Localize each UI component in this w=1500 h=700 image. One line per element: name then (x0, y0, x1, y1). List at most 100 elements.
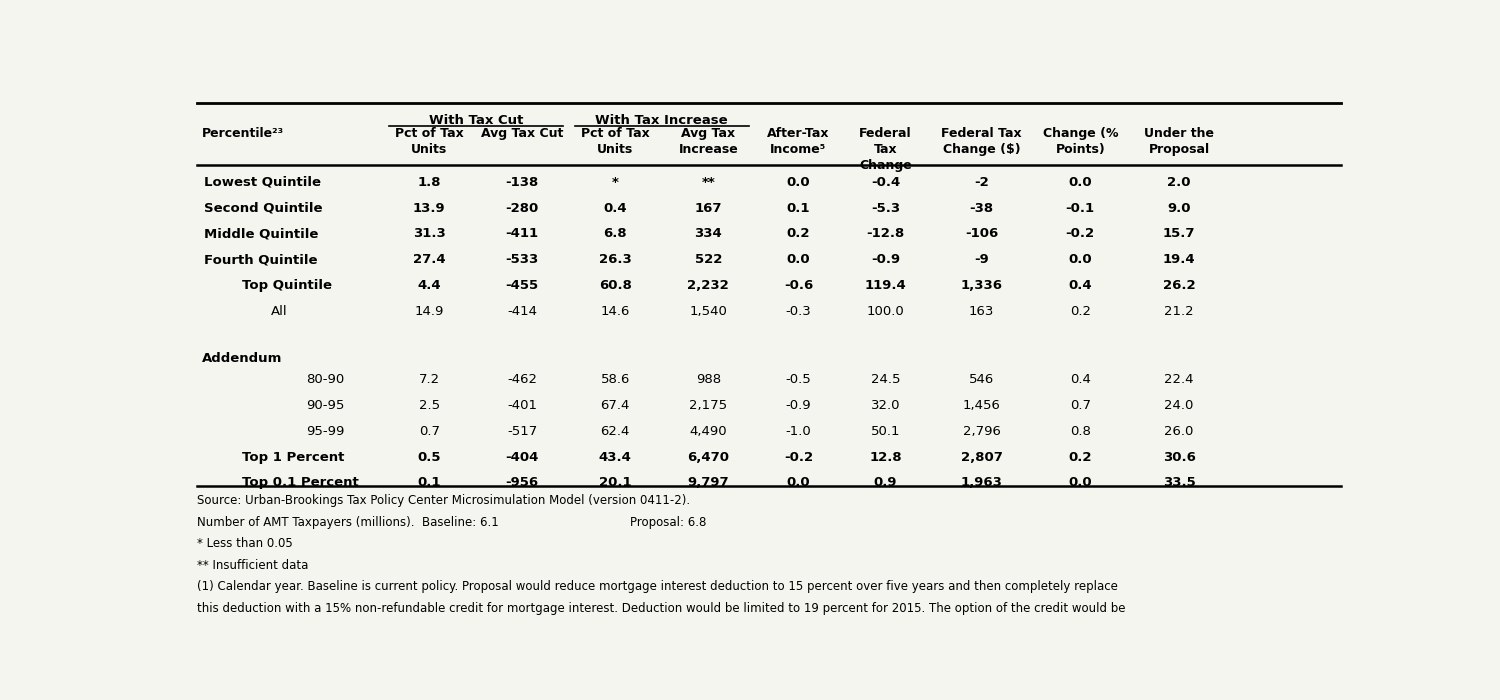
Text: 0.1: 0.1 (786, 202, 810, 214)
Text: 0.9: 0.9 (874, 477, 897, 489)
Text: 1,963: 1,963 (960, 477, 1002, 489)
Text: 30.6: 30.6 (1162, 451, 1196, 463)
Text: Fourth Quintile: Fourth Quintile (204, 253, 318, 266)
Text: 50.1: 50.1 (871, 425, 900, 438)
Text: 100.0: 100.0 (867, 305, 904, 318)
Text: 0.1: 0.1 (417, 477, 441, 489)
Text: 24.0: 24.0 (1164, 399, 1194, 412)
Text: 1.8: 1.8 (417, 176, 441, 188)
Text: 522: 522 (694, 253, 721, 266)
Text: -0.2: -0.2 (784, 451, 813, 463)
Text: 14.6: 14.6 (600, 305, 630, 318)
Text: After-Tax
Income⁵: After-Tax Income⁵ (766, 127, 830, 156)
Text: 2.0: 2.0 (1167, 176, 1191, 188)
Text: 26.0: 26.0 (1164, 425, 1194, 438)
Text: 0.4: 0.4 (1070, 373, 1090, 386)
Text: 26.2: 26.2 (1162, 279, 1196, 292)
Text: -2: -2 (974, 176, 988, 188)
Text: 334: 334 (694, 228, 721, 240)
Text: 0.0: 0.0 (1068, 477, 1092, 489)
Text: 9.0: 9.0 (1167, 202, 1191, 214)
Text: 6,470: 6,470 (687, 451, 729, 463)
Text: -401: -401 (507, 399, 537, 412)
Text: 24.5: 24.5 (871, 373, 900, 386)
Text: 119.4: 119.4 (864, 279, 906, 292)
Text: 15.7: 15.7 (1162, 228, 1196, 240)
Text: -455: -455 (506, 279, 538, 292)
Text: -411: -411 (506, 228, 538, 240)
Text: -0.2: -0.2 (1065, 228, 1095, 240)
Text: -0.1: -0.1 (1065, 202, 1095, 214)
Text: 0.8: 0.8 (1070, 425, 1090, 438)
Text: 7.2: 7.2 (419, 373, 440, 386)
Text: Middle Quintile: Middle Quintile (204, 228, 318, 240)
Text: 31.3: 31.3 (413, 228, 446, 240)
Text: With Tax Cut: With Tax Cut (429, 113, 524, 127)
Text: 27.4: 27.4 (413, 253, 446, 266)
Text: -533: -533 (506, 253, 538, 266)
Text: -517: -517 (507, 425, 537, 438)
Text: 60.8: 60.8 (598, 279, 632, 292)
Text: Top 1 Percent: Top 1 Percent (242, 451, 345, 463)
Text: -38: -38 (969, 202, 993, 214)
Text: 0.0: 0.0 (786, 477, 810, 489)
Text: 58.6: 58.6 (600, 373, 630, 386)
Text: Avg Tax Cut: Avg Tax Cut (482, 127, 564, 140)
Text: Federal Tax
Change ($): Federal Tax Change ($) (940, 127, 1022, 156)
Text: 62.4: 62.4 (600, 425, 630, 438)
Text: Number of AMT Taxpayers (millions).  Baseline: 6.1                              : Number of AMT Taxpayers (millions). Base… (196, 516, 706, 528)
Text: 2,796: 2,796 (963, 425, 1000, 438)
Text: -956: -956 (506, 477, 538, 489)
Text: Percentile²³: Percentile²³ (201, 127, 284, 140)
Text: -404: -404 (506, 451, 538, 463)
Text: -280: -280 (506, 202, 538, 214)
Text: 80-90: 80-90 (306, 373, 345, 386)
Text: this deduction with a 15% non-refundable credit for mortgage interest. Deduction: this deduction with a 15% non-refundable… (196, 602, 1125, 615)
Text: 67.4: 67.4 (600, 399, 630, 412)
Text: 0.0: 0.0 (1068, 176, 1092, 188)
Text: 20.1: 20.1 (598, 477, 632, 489)
Text: 0.4: 0.4 (1068, 279, 1092, 292)
Text: Avg Tax
Increase: Avg Tax Increase (678, 127, 738, 156)
Text: 19.4: 19.4 (1162, 253, 1196, 266)
Text: Top Quintile: Top Quintile (242, 279, 332, 292)
Text: -5.3: -5.3 (871, 202, 900, 214)
Text: ** Insufficient data: ** Insufficient data (196, 559, 308, 572)
Text: Pct of Tax
Units: Pct of Tax Units (394, 127, 464, 156)
Text: 546: 546 (969, 373, 994, 386)
Text: 0.4: 0.4 (603, 202, 627, 214)
Text: 22.4: 22.4 (1164, 373, 1194, 386)
Text: -0.6: -0.6 (784, 279, 813, 292)
Text: 0.5: 0.5 (417, 451, 441, 463)
Text: 21.2: 21.2 (1164, 305, 1194, 318)
Text: 0.0: 0.0 (786, 176, 810, 188)
Text: -0.3: -0.3 (786, 305, 812, 318)
Text: 95-99: 95-99 (306, 425, 345, 438)
Text: 2.5: 2.5 (419, 399, 440, 412)
Text: Pct of Tax
Units: Pct of Tax Units (580, 127, 650, 156)
Text: -12.8: -12.8 (867, 228, 904, 240)
Text: 0.2: 0.2 (786, 228, 810, 240)
Text: 2,807: 2,807 (960, 451, 1002, 463)
Text: Under the
Proposal: Under the Proposal (1144, 127, 1214, 156)
Text: 988: 988 (696, 373, 721, 386)
Text: -9: -9 (974, 253, 988, 266)
Text: -0.5: -0.5 (786, 373, 812, 386)
Text: Change (%
Points): Change (% Points) (1042, 127, 1118, 156)
Text: Second Quintile: Second Quintile (204, 202, 322, 214)
Text: With Tax Increase: With Tax Increase (596, 113, 728, 127)
Text: 90-95: 90-95 (306, 399, 345, 412)
Text: -1.0: -1.0 (786, 425, 812, 438)
Text: Lowest Quintile: Lowest Quintile (204, 176, 321, 188)
Text: 9,797: 9,797 (687, 477, 729, 489)
Text: 6.8: 6.8 (603, 228, 627, 240)
Text: -414: -414 (507, 305, 537, 318)
Text: All: All (272, 305, 288, 318)
Text: 4.4: 4.4 (417, 279, 441, 292)
Text: 4,490: 4,490 (690, 425, 728, 438)
Text: 1,456: 1,456 (963, 399, 1000, 412)
Text: 2,175: 2,175 (688, 399, 728, 412)
Text: 26.3: 26.3 (598, 253, 632, 266)
Text: 14.9: 14.9 (414, 305, 444, 318)
Text: 0.2: 0.2 (1070, 305, 1090, 318)
